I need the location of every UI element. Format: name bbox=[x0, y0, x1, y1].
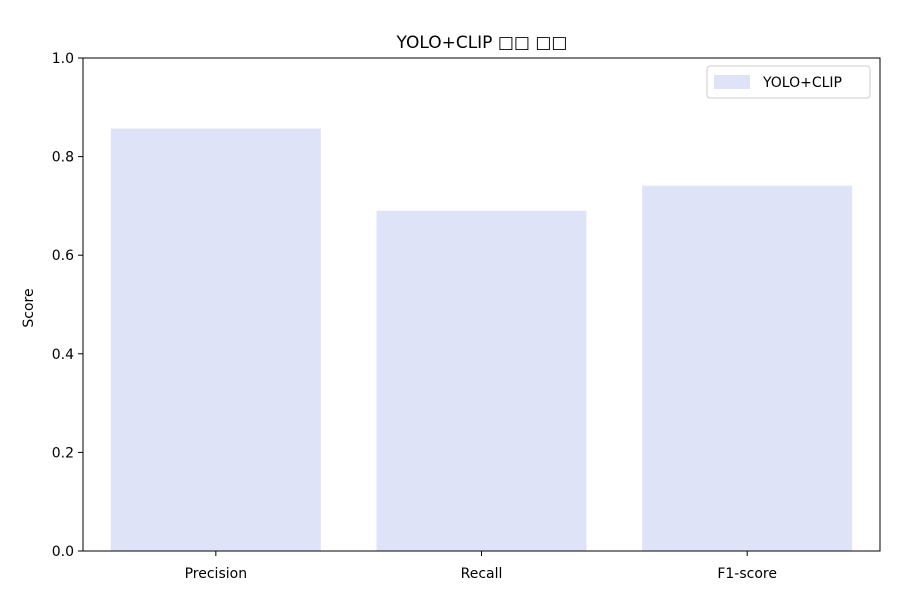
plot-frame bbox=[82, 57, 881, 552]
y-tick-label: 0.2 bbox=[52, 445, 74, 461]
x-tick-label: Precision bbox=[185, 566, 247, 582]
chart-title: YOLO+CLIP □□ □□ bbox=[396, 33, 568, 53]
legend-swatch bbox=[714, 75, 750, 89]
y-tick-label: 0.6 bbox=[52, 248, 74, 264]
y-tick-label: 0.4 bbox=[52, 347, 74, 363]
y-tick-label: 0.8 bbox=[52, 150, 74, 166]
x-axis: Precision Recall F1-score bbox=[185, 551, 777, 582]
plot-area bbox=[110, 128, 853, 551]
y-axis: 0.0 0.2 0.4 0.6 0.8 1.0 bbox=[52, 51, 83, 560]
y-axis-label: Score bbox=[21, 288, 37, 327]
bar-f1-score bbox=[642, 185, 853, 551]
bar-precision bbox=[110, 128, 321, 551]
bar-recall bbox=[376, 210, 587, 551]
legend-box bbox=[706, 65, 871, 99]
y-tick-label: 1.0 bbox=[52, 51, 74, 67]
x-tick-label: Recall bbox=[461, 566, 503, 582]
y-tick-label: 0.0 bbox=[52, 544, 74, 560]
x-tick-label: F1-score bbox=[717, 566, 777, 582]
legend-label: YOLO+CLIP bbox=[762, 75, 842, 91]
legend: YOLO+CLIP bbox=[706, 65, 871, 99]
